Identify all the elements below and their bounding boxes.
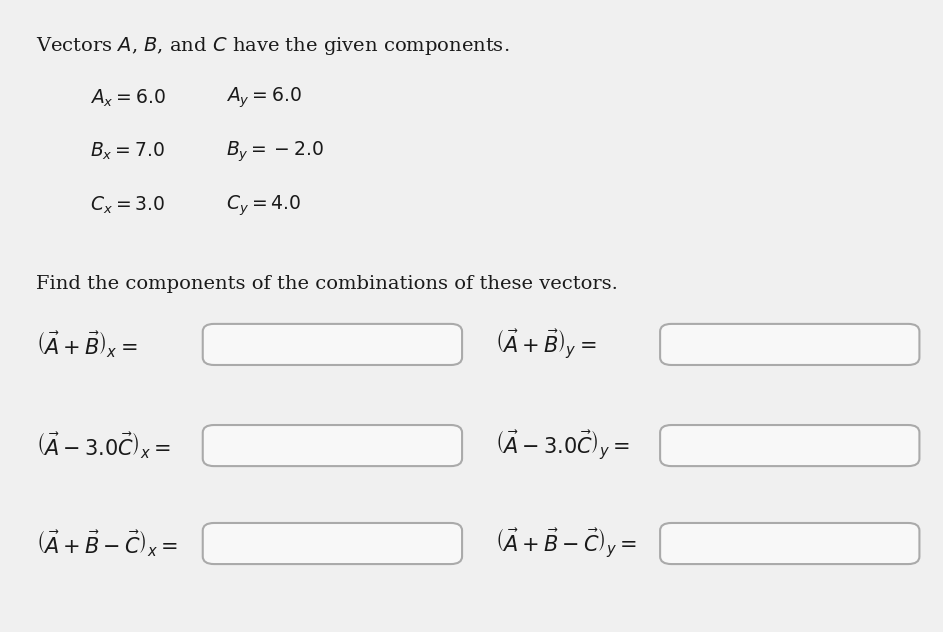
FancyBboxPatch shape (660, 324, 919, 365)
Text: $A_x = 6.0$: $A_x = 6.0$ (90, 87, 165, 109)
Text: Find the components of the combinations of these vectors.: Find the components of the combinations … (36, 275, 618, 293)
Text: $\left(\vec{A} - 3.0\vec{C}\right)_y =$: $\left(\vec{A} - 3.0\vec{C}\right)_y =$ (495, 428, 630, 463)
Text: $\left(\vec{A} + \vec{B} - \vec{C}\right)_y =$: $\left(\vec{A} + \vec{B} - \vec{C}\right… (495, 526, 637, 561)
Text: $\left(\vec{A} - 3.0\vec{C}\right)_x =$: $\left(\vec{A} - 3.0\vec{C}\right)_x =$ (36, 430, 171, 461)
Text: $B_x = 7.0$: $B_x = 7.0$ (90, 141, 164, 162)
Text: $\left(\vec{A} + \vec{B}\right)_y =$: $\left(\vec{A} + \vec{B}\right)_y =$ (495, 327, 597, 362)
FancyBboxPatch shape (660, 523, 919, 564)
FancyBboxPatch shape (203, 324, 462, 365)
Text: $B_y = -2.0$: $B_y = -2.0$ (226, 140, 324, 164)
FancyBboxPatch shape (660, 425, 919, 466)
Text: $\left(\vec{A} + \vec{B} - \vec{C}\right)_x =$: $\left(\vec{A} + \vec{B} - \vec{C}\right… (36, 528, 177, 559)
Text: Vectors $A$, $B$, and $C$ have the given components.: Vectors $A$, $B$, and $C$ have the given… (36, 35, 509, 57)
Text: $\left(\vec{A} + \vec{B}\right)_x =$: $\left(\vec{A} + \vec{B}\right)_x =$ (36, 329, 138, 360)
Text: $A_y = 6.0$: $A_y = 6.0$ (226, 86, 302, 110)
FancyBboxPatch shape (203, 523, 462, 564)
Text: $C_x = 3.0$: $C_x = 3.0$ (90, 195, 165, 216)
FancyBboxPatch shape (203, 425, 462, 466)
Text: $C_y = 4.0$: $C_y = 4.0$ (226, 193, 302, 217)
